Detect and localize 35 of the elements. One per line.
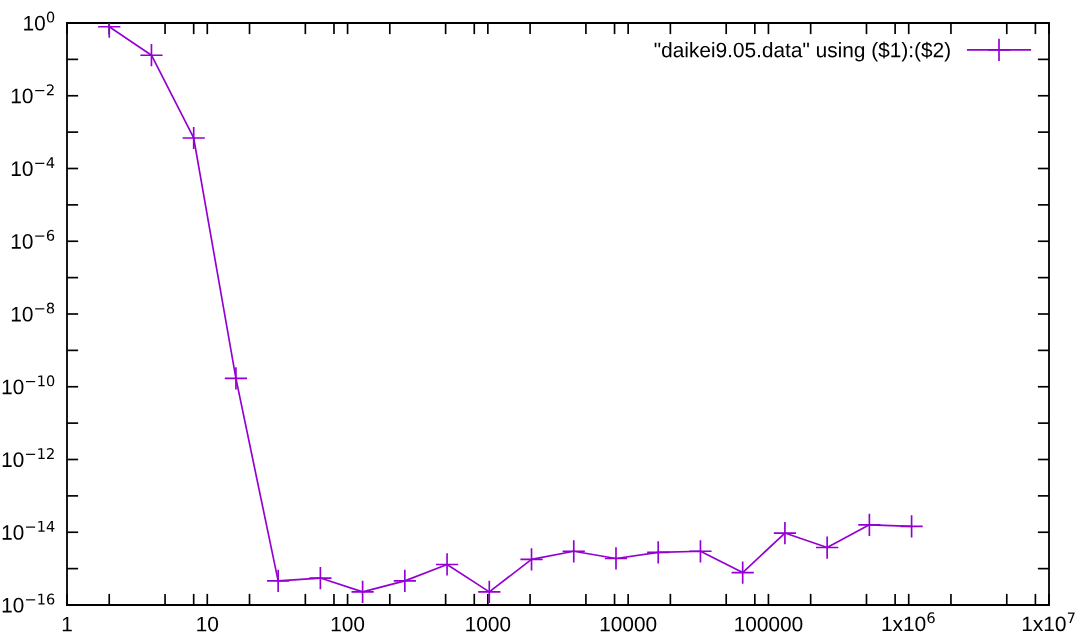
point — [773, 521, 797, 545]
point — [393, 569, 416, 592]
y-tick-label: 10$^{−16}$ — [2, 593, 55, 613]
point — [309, 566, 332, 590]
point — [816, 536, 839, 559]
x-tick-label: 1x10$^{6}$ — [882, 612, 935, 632]
point — [647, 541, 670, 564]
y-tick-label: 10$^{0}$ — [24, 11, 55, 31]
legend-label: "daikei9.05.data" using ($1):($2) — [654, 41, 950, 62]
y-tick-label: 10$^{−4}$ — [11, 157, 55, 177]
x-tick-label: 100 — [331, 616, 365, 632]
point — [731, 561, 754, 584]
point — [224, 367, 248, 390]
y-tick-label: 10$^{−6}$ — [11, 229, 55, 249]
point — [182, 126, 205, 150]
point — [562, 540, 585, 563]
point — [604, 547, 628, 570]
point — [858, 513, 881, 536]
y-tick-label: 10$^{−12}$ — [2, 448, 54, 468]
point — [689, 540, 712, 563]
x-tick-label: 1x10$^{7}$ — [1022, 612, 1075, 632]
point — [140, 44, 163, 67]
y-tick-label: 10$^{−2}$ — [11, 84, 54, 104]
point — [351, 580, 374, 603]
point — [267, 569, 290, 592]
x-tick-label: 10000 — [600, 616, 657, 632]
x-tick-label: 10 — [197, 616, 219, 632]
x-tick-label: 100000 — [735, 616, 803, 632]
y-tick-label: 10$^{−10}$ — [2, 375, 55, 395]
y-tick-label: 10$^{−8}$ — [11, 302, 55, 322]
point — [478, 580, 501, 603]
point — [435, 553, 459, 576]
x-tick-label: 1000 — [466, 616, 511, 632]
x-tick-label: 1 — [62, 616, 72, 632]
y-tick-label: 10$^{−14}$ — [2, 521, 55, 540]
